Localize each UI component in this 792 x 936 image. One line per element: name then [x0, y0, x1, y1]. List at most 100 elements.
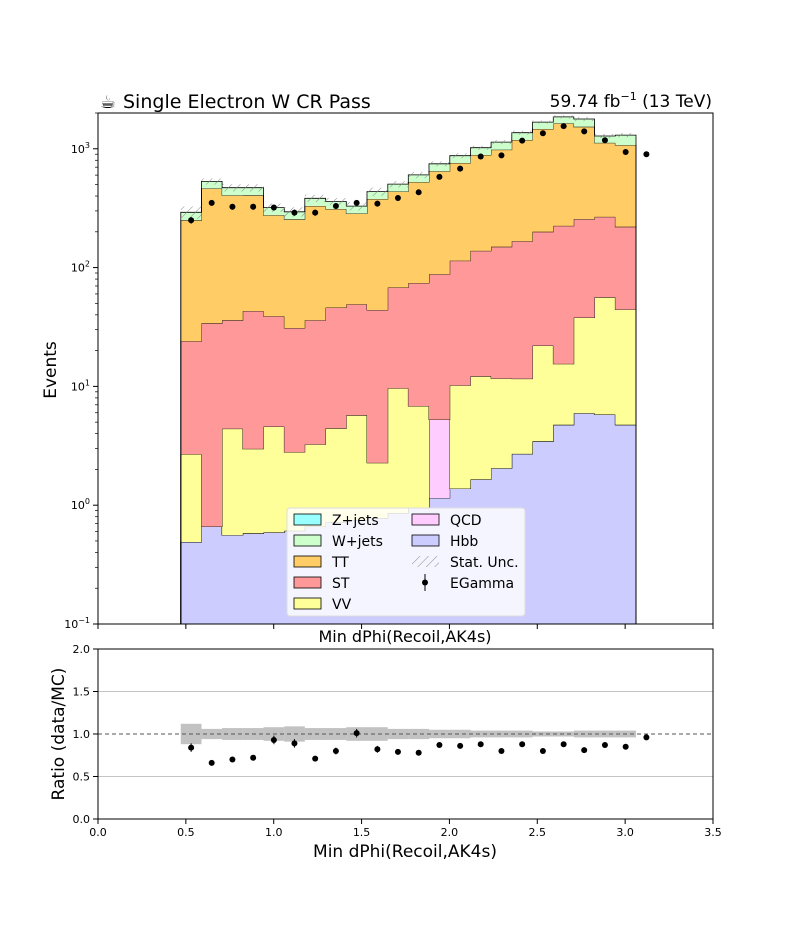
ratio-band-bin [470, 730, 492, 738]
ratio-band-bin [325, 728, 347, 740]
ratio-point [436, 742, 443, 749]
data-point [415, 189, 422, 196]
legend-label: Hbb [450, 534, 478, 550]
ratio-gridlines [98, 691, 713, 777]
legend-swatch [293, 534, 322, 547]
legend-swatch [293, 597, 322, 610]
main-y-axis-label: Events [41, 341, 61, 399]
legend-swatch [293, 576, 322, 589]
y-tick-label: 103 [71, 141, 90, 156]
ratio-point [250, 754, 257, 761]
legend-label: QCD [450, 513, 482, 529]
ratio-y-tick-label: 1.0 [73, 728, 91, 741]
legend-box [286, 507, 526, 617]
ratio-point [394, 748, 401, 755]
ratio-point [312, 755, 319, 762]
stat-unc-bin [408, 171, 430, 179]
ratio-band-bin [367, 727, 388, 741]
data-point [622, 148, 629, 155]
data-point [250, 203, 257, 210]
data-point [498, 152, 505, 159]
data-point [270, 204, 277, 211]
y-tick-label: 100 [71, 497, 90, 512]
data-point [457, 165, 464, 172]
legend-label: TT [331, 555, 349, 571]
ratio-band-bin [491, 730, 512, 738]
legend: Z+jets QCD W+jets Hbb TT Stat. Unc. ST EGamma VV [286, 507, 526, 617]
stat-unc-bin [491, 140, 512, 145]
plot-title: Single Electron W CR Pass [123, 91, 371, 113]
stat-unc-bin [594, 133, 616, 139]
ratio-y-tick-label: 1.5 [73, 686, 91, 699]
legend-label: VV [332, 597, 352, 613]
data-point [332, 202, 339, 209]
ratio-band-bin [511, 730, 533, 738]
ratio-x-tick-label: 3.5 [704, 826, 722, 839]
data-point [353, 199, 360, 206]
ratio-point [291, 740, 298, 747]
ratio-x-tick-label: 2.5 [529, 826, 547, 839]
legend-swatch [293, 513, 322, 526]
data-point [291, 209, 298, 216]
data-point [560, 123, 567, 130]
legend-swatch-hatch [412, 556, 439, 567]
legend-swatch [411, 534, 440, 547]
data-point [374, 200, 381, 207]
stat-unc-bin [470, 145, 492, 150]
ratio-y-axis-label: Ratio (data/MC) [49, 668, 69, 801]
ratio-x-tick-label: 0.5 [177, 826, 195, 839]
data-point [539, 130, 546, 137]
stat-unc-bin [346, 202, 368, 211]
ratio-point [601, 742, 608, 749]
ratio-point [270, 736, 277, 743]
stat-unc-bin [367, 187, 388, 196]
ratio-axis-ticks: 0.0 0.5 1.0 1.5 2.0 0.0 0.5 1.0 1.5 2.0 2.5 3.0 3.5 [73, 643, 722, 839]
stat-unc-bin [201, 178, 223, 185]
main-axes-frame [97, 112, 714, 625]
stat-unc-bin [429, 161, 450, 167]
ratio-band-bin [429, 729, 450, 739]
y-tick-label: 10−1 [64, 616, 90, 631]
ratio-point [539, 748, 546, 754]
ratio-point [208, 759, 215, 766]
stack-st [180, 216, 637, 527]
data-point [601, 137, 608, 144]
ratio-panel: 0.00.51.01.52.00.0 0.5 1.0 1.5 2.0 2.5 3.0 3.5 … [49, 643, 722, 862]
ratio-point [581, 747, 588, 754]
legend-label: ST [332, 576, 350, 592]
stat-unc-bin [553, 115, 574, 119]
ratio-point [519, 741, 526, 748]
legend-label: Z+jets [332, 513, 379, 529]
ratio-y-tick-label: 0.0 [73, 813, 91, 826]
stat-unc-bin [573, 116, 595, 122]
ratio-band-bin [449, 729, 471, 739]
main-x-axis-label: Min dPhi(Recoil,AK4s) [318, 627, 491, 646]
stack-tt [180, 123, 637, 342]
data-points [188, 123, 650, 224]
ratio-x-tick-label: 2.0 [441, 826, 459, 839]
ratio-x-tick-label: 3.0 [616, 826, 634, 839]
stat-unc-bin [511, 130, 533, 135]
legend-entries: Z+jets QCD W+jets Hbb TT Stat. Unc. ST EGamma VV [293, 513, 519, 613]
legend-label: Stat. Unc. [450, 555, 519, 571]
data-point [394, 195, 401, 202]
stat-unc-bin [449, 153, 471, 159]
ratio-band-bin [387, 728, 409, 740]
legend-label: EGamma [450, 576, 514, 592]
stat-unc-bin [222, 184, 243, 192]
data-point [312, 209, 319, 216]
ratio-band-bin [408, 728, 430, 740]
ratio-y-tick-label: 0.5 [73, 771, 91, 784]
ratio-point [622, 743, 629, 750]
ratio-point [560, 741, 567, 748]
ratio-point [498, 748, 505, 754]
ratio-x-axis-label: Min dPhi(Recoil,AK4s) [313, 842, 497, 862]
ratio-point [353, 730, 360, 737]
ratio-x-tick-label: 1.5 [353, 826, 371, 839]
ratio-point [415, 749, 422, 756]
data-point [436, 173, 443, 180]
stack-vv [180, 297, 637, 542]
title-icon: ☕ [100, 92, 116, 113]
stat-unc-bin [180, 206, 202, 219]
